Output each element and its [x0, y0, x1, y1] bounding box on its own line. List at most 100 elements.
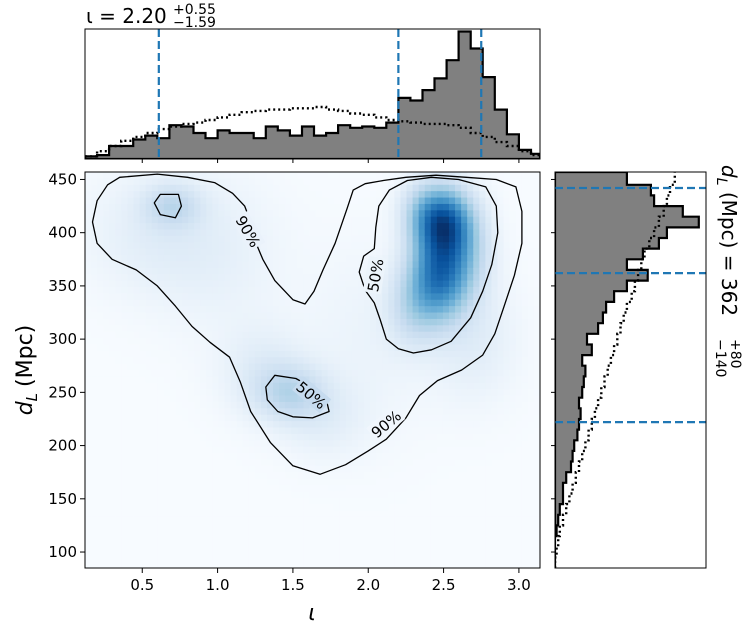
heatmap-cell	[400, 325, 408, 333]
heatmap-cell	[176, 229, 183, 237]
heatmap-cell	[103, 293, 110, 301]
heatmap-cell	[424, 446, 432, 454]
heatmap-cell	[303, 299, 311, 307]
heatmap-cell	[455, 306, 462, 314]
heatmap-cell	[485, 491, 493, 499]
heatmap-cell	[157, 459, 165, 467]
heatmap-cell	[370, 395, 377, 403]
heatmap-cell	[485, 401, 493, 409]
heatmap-cell	[133, 197, 141, 205]
heatmap-cell	[400, 472, 408, 480]
heatmap-cell	[321, 414, 329, 422]
heatmap-cell	[509, 421, 517, 429]
heatmap-cell	[103, 210, 110, 218]
heatmap-cell	[285, 344, 292, 352]
heatmap-cell	[345, 357, 353, 365]
heatmap-cell	[176, 510, 183, 518]
heatmap-cell	[145, 389, 153, 397]
heatmap-cell	[321, 548, 329, 556]
heatmap-cell	[388, 197, 395, 205]
heatmap-cell	[333, 325, 341, 333]
heatmap-cell	[455, 357, 462, 365]
heatmap-cell	[182, 255, 189, 263]
heatmap-cell	[424, 389, 432, 397]
heatmap-cell	[242, 408, 250, 416]
heatmap-cell	[467, 472, 474, 480]
heatmap-cell	[194, 357, 201, 365]
heatmap-cell	[297, 255, 304, 263]
heatmap-cell	[376, 325, 383, 333]
heatmap-cell	[339, 421, 347, 429]
heatmap-cell	[212, 446, 220, 454]
heatmap-cell	[115, 401, 122, 409]
heatmap-cell	[157, 401, 165, 409]
heatmap-cell	[273, 274, 280, 282]
heatmap-cell	[133, 536, 141, 544]
heatmap-cell	[285, 465, 292, 473]
heatmap-cell	[91, 472, 98, 480]
heatmap-cell	[449, 401, 456, 409]
heatmap-cell	[461, 210, 468, 218]
contour-label-bg	[292, 376, 332, 414]
heatmap-cell	[430, 357, 438, 365]
heatmap-cell	[351, 395, 359, 403]
heatmap-cell	[133, 459, 141, 467]
heatmap-cell	[200, 433, 207, 441]
heatmap-cell	[309, 318, 317, 326]
heatmap-cell	[176, 421, 183, 429]
heatmap-cell	[157, 172, 165, 179]
heatmap-cell	[479, 465, 486, 473]
heatmap-cell	[285, 350, 292, 358]
heatmap-cell	[497, 446, 505, 454]
heatmap-cell	[267, 274, 274, 282]
heatmap-cell	[157, 203, 165, 211]
heatmap-cell	[267, 395, 274, 403]
heatmap-cell	[315, 548, 323, 556]
heatmap-cell	[309, 338, 317, 346]
heatmap-cell	[273, 286, 280, 294]
heatmap-cell	[115, 325, 122, 333]
heatmap-cell	[497, 465, 505, 473]
heatmap-cell	[388, 255, 395, 263]
heatmap-cell	[376, 529, 383, 537]
heatmap-cell	[145, 191, 153, 199]
heatmap-cell	[254, 318, 262, 326]
heatmap-cell	[218, 344, 226, 352]
heatmap-cell	[509, 395, 517, 403]
heatmap-cell	[260, 510, 268, 518]
heatmap-cell	[412, 536, 420, 544]
heatmap-cell	[321, 472, 329, 480]
heatmap-cell	[412, 172, 420, 179]
heatmap-cell	[370, 242, 377, 250]
heatmap-cell	[449, 363, 456, 371]
heatmap-cell	[521, 338, 529, 346]
heatmap-cell	[182, 370, 189, 377]
heatmap-cell	[248, 357, 256, 365]
heatmap-cell	[527, 548, 535, 556]
heatmap-cell	[218, 542, 226, 550]
heatmap-cell	[394, 318, 402, 326]
heatmap-cell	[412, 223, 420, 231]
heatmap-cell	[412, 203, 420, 211]
heatmap-cell	[139, 197, 147, 205]
heatmap-cell	[485, 504, 493, 512]
heatmap-cell	[485, 427, 493, 435]
heatmap-cell	[497, 286, 505, 294]
heatmap-cell	[473, 363, 480, 371]
heatmap-cell	[109, 510, 116, 518]
heatmap-cell	[497, 344, 505, 352]
heatmap-cell	[485, 516, 493, 524]
heatmap-cell	[449, 312, 456, 320]
heatmap-cell	[303, 172, 311, 179]
heatmap-cell	[224, 370, 232, 377]
heatmap-cell	[260, 536, 268, 544]
heatmap-cell	[169, 459, 177, 467]
heatmap-cell	[139, 414, 147, 422]
heatmap-cell	[442, 427, 450, 435]
heatmap-cell	[418, 248, 426, 256]
heatmap-cell	[206, 427, 213, 435]
heatmap-cell	[291, 478, 298, 486]
heatmap-cell	[236, 548, 244, 556]
heatmap-cell	[327, 338, 335, 346]
heatmap-cell	[479, 191, 486, 199]
